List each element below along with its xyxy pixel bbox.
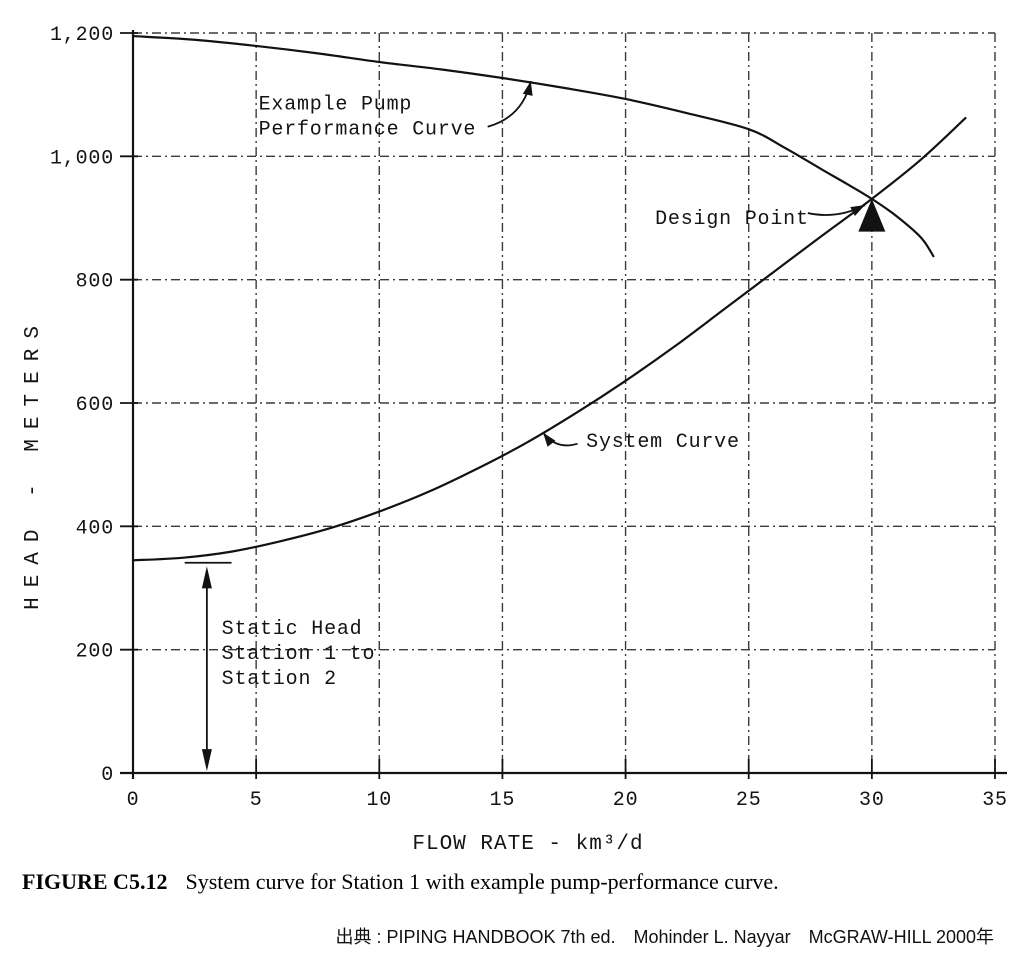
- y-tick-label: 1,200: [50, 24, 114, 47]
- x-tick-label: 5: [250, 789, 263, 812]
- y-tick-label: 400: [76, 517, 114, 540]
- pump-label: Example Pump Performance Curve: [259, 94, 477, 142]
- x-tick-label: 25: [736, 789, 762, 812]
- y-tick-label: 1,000: [50, 147, 114, 170]
- y-tick-label: 0: [101, 764, 114, 787]
- design-label: Design Point: [655, 208, 809, 231]
- x-axis-title: FLOW RATE - km³/d: [412, 833, 643, 856]
- curves: [131, 34, 967, 562]
- source-attribution: 出典 : PIPING HANDBOOK 7th ed. Mohinder L.…: [335, 927, 994, 947]
- y-tick-label: 200: [76, 641, 114, 664]
- x-tick-label: 35: [982, 789, 1008, 812]
- static-label: Static Head Station 1 to Station 2: [222, 618, 376, 691]
- x-tick-label: 15: [490, 789, 516, 812]
- system-curve-curve: [131, 117, 967, 562]
- figure-caption-tag: FIGURE C5.12: [22, 869, 168, 894]
- design-arrow-head-icon: [850, 205, 865, 216]
- pump-arrow-head-icon: [522, 81, 533, 96]
- annotations: Example Pump Performance Curve Design Poin…: [184, 80, 886, 772]
- static-head-up-arrow-icon: [201, 566, 212, 589]
- pump-arrow: [487, 80, 532, 128]
- system-arrow-head-icon: [543, 432, 556, 447]
- design-point-marker: [858, 198, 886, 232]
- gridlines: [133, 32, 996, 773]
- x-tick-label: 10: [366, 789, 392, 812]
- y-tick-label: 800: [76, 271, 114, 294]
- system-label: System Curve: [586, 431, 740, 454]
- figure-chart: 0 200 400 600 800 1,000 1,200 0 5 10 15 20 25 30 35 Ex…: [22, 24, 1008, 856]
- x-tick-label: 0: [127, 789, 140, 812]
- x-tick-label: 20: [613, 789, 639, 812]
- static-head-down-arrow-icon: [201, 749, 212, 772]
- figure-caption: FIGURE C5.12 System curve for Station 1 w…: [22, 869, 1012, 895]
- example-pump-performance-curve-curve: [131, 34, 935, 258]
- pump-system-curve-chart: 0 200 400 600 800 1,000 1,200 0 5 10 15 20 25 30 35 Ex…: [22, 24, 1008, 856]
- y-axis-title: HEAD - METERS: [22, 316, 45, 610]
- y-tick-label: 600: [76, 394, 114, 417]
- axes: 0 200 400 600 800 1,000 1,200 0 5 10 15 20 25 30 35: [50, 24, 1008, 812]
- x-tick-label: 30: [859, 789, 885, 812]
- figure-caption-text: System curve for Station 1 with example …: [185, 869, 779, 894]
